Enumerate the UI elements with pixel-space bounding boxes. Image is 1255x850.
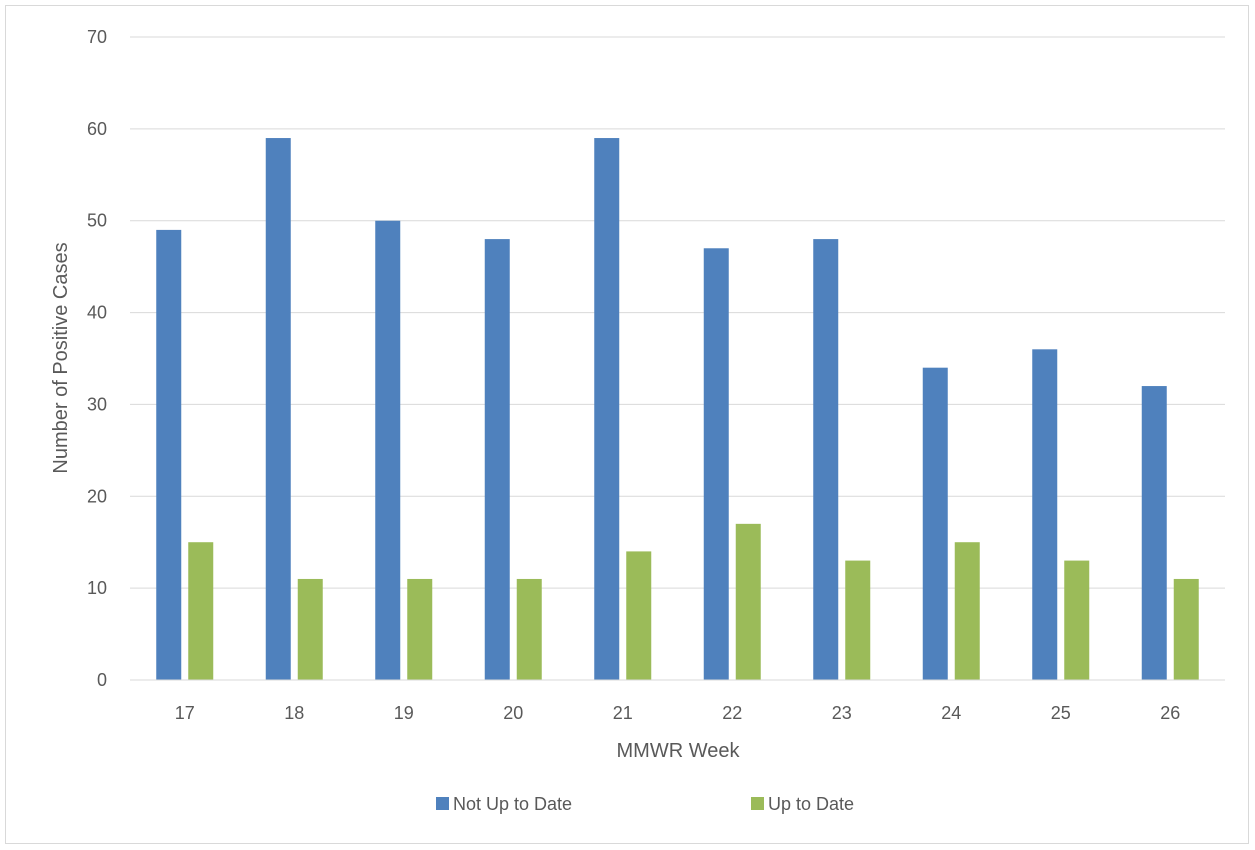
bar-up-to-date-week-26 — [1173, 578, 1199, 680]
bar-up-to-date-week-25 — [1064, 560, 1090, 680]
x-tick-label: 24 — [941, 703, 961, 723]
bar-up-to-date-week-21 — [626, 551, 652, 680]
x-tick-label: 22 — [722, 703, 742, 723]
y-tick-label: 70 — [87, 27, 107, 47]
y-axis-title: Number of Positive Cases — [50, 242, 72, 473]
bar-not-up-to-date-week-23 — [813, 239, 839, 681]
legend-swatch — [751, 797, 764, 810]
x-tick-label: 20 — [503, 703, 523, 723]
x-tick-labels: 17 18 19 20 21 22 23 24 25 26 — [175, 703, 1181, 723]
bar-up-to-date-week-24 — [954, 542, 980, 680]
y-tick-labels: 0 10 20 30 40 50 60 70 — [87, 27, 107, 690]
bar-up-to-date-week-22 — [735, 523, 761, 680]
x-tick-label: 21 — [613, 703, 633, 723]
x-tick-label: 18 — [284, 703, 304, 723]
bar-not-up-to-date-week-21 — [594, 138, 620, 681]
x-tick-label: 23 — [832, 703, 852, 723]
gridlines — [130, 36, 1225, 589]
bars — [156, 138, 1199, 681]
legend: Not Up to Date Up to Date — [436, 794, 854, 814]
x-tick-label: 26 — [1160, 703, 1180, 723]
x-axis-title: MMWR Week — [617, 740, 741, 762]
legend-label: Up to Date — [768, 794, 854, 814]
x-tick-label: 25 — [1051, 703, 1071, 723]
bar-not-up-to-date-week-18 — [265, 138, 291, 681]
bar-not-up-to-date-week-17 — [156, 229, 182, 680]
y-tick-label: 10 — [87, 578, 107, 598]
y-tick-label: 20 — [87, 486, 107, 506]
bar-up-to-date-week-18 — [297, 578, 323, 680]
legend-label: Not Up to Date — [453, 794, 572, 814]
x-tick-label: 19 — [394, 703, 414, 723]
bar-up-to-date-week-17 — [188, 542, 214, 680]
bar-up-to-date-week-20 — [516, 578, 542, 680]
y-tick-label: 60 — [87, 119, 107, 139]
legend-swatch — [436, 797, 449, 810]
bar-not-up-to-date-week-25 — [1032, 349, 1058, 680]
bar-not-up-to-date-week-26 — [1141, 386, 1167, 680]
bar-not-up-to-date-week-19 — [375, 220, 401, 680]
y-tick-label: 30 — [87, 394, 107, 414]
y-tick-label: 50 — [87, 211, 107, 231]
y-tick-label: 0 — [97, 670, 107, 690]
bar-up-to-date-week-19 — [407, 578, 433, 680]
bar-not-up-to-date-week-24 — [922, 367, 948, 680]
bar-not-up-to-date-week-20 — [484, 239, 510, 681]
y-tick-label: 40 — [87, 303, 107, 323]
bar-up-to-date-week-23 — [845, 560, 871, 680]
bar-not-up-to-date-week-22 — [703, 248, 729, 680]
x-tick-label: 17 — [175, 703, 195, 723]
